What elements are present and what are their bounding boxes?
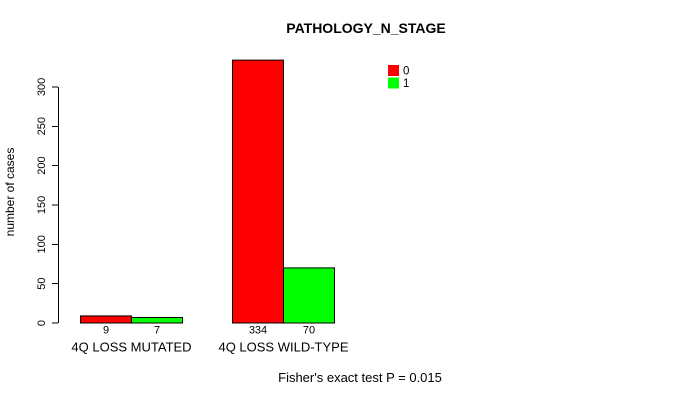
y-tick-label: 250 (36, 117, 48, 135)
y-axis-label: number of cases (3, 148, 17, 237)
fisher-test-annotation: Fisher's exact test P = 0.015 (278, 370, 442, 385)
legend-swatch (388, 65, 399, 76)
y-tick-label: 150 (36, 196, 48, 214)
bar-value-label: 7 (154, 325, 160, 337)
legend: 01 (388, 65, 409, 90)
bar-group1-series-1 (131, 316, 183, 324)
y-axis: 0 50 100 150 200 250 300 (36, 78, 59, 326)
bar-group2-series-1 (283, 267, 335, 324)
y-tick-label: 300 (36, 78, 48, 96)
legend-label: 0 (403, 66, 409, 78)
category-label-2: 4Q LOSS WILD-TYPE (218, 340, 348, 355)
bar-group2-series-0 (232, 59, 284, 324)
y-tick-label: 100 (36, 235, 48, 253)
bar-value-label: 9 (103, 325, 109, 337)
bar-value-label: 334 (249, 325, 267, 337)
y-tick-label: 50 (36, 278, 48, 290)
legend-label: 1 (403, 78, 409, 90)
chart-title: PATHOLOGY_N_STAGE (286, 20, 445, 36)
y-tick-label: 0 (36, 320, 48, 326)
bar-value-label: 70 (303, 325, 315, 337)
x-category-labels: 4Q LOSS MUTATED 4Q LOSS WILD-TYPE (71, 340, 348, 355)
bars-group (80, 59, 335, 324)
legend-swatch (388, 77, 399, 89)
bar-group1-series-0 (80, 315, 132, 324)
bar-value-labels: 9 7 334 70 (103, 325, 315, 337)
category-label-1: 4Q LOSS MUTATED (71, 340, 191, 355)
y-tick-label: 200 (36, 156, 48, 174)
